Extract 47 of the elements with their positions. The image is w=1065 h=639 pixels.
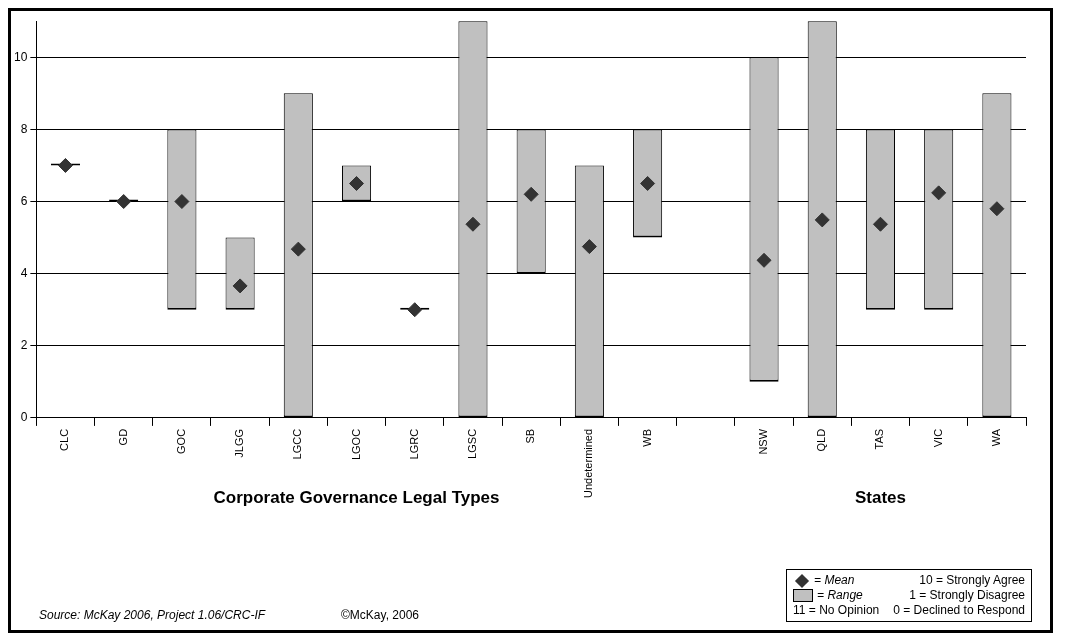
text: 10 = Strongly Agree: [918, 573, 1025, 588]
point: [640, 175, 656, 191]
x-tick-label: TAS: [873, 428, 886, 450]
source-note: Source: McKay 2006, Project 1.06/CRC-IF: [39, 608, 266, 622]
y-tick-label: 8: [20, 121, 28, 136]
x-tick-label: LGOC: [349, 428, 362, 461]
y-tick-label: 4: [20, 265, 28, 280]
point: [523, 186, 539, 202]
x-tick-label: VIC: [931, 428, 944, 448]
text: States: [854, 487, 906, 507]
point: [116, 194, 132, 210]
y-tick-label: 10: [13, 49, 28, 64]
x-tick-label: GD: [116, 428, 129, 446]
x-tick-label: WA: [989, 428, 1002, 447]
point: [465, 216, 481, 232]
x-tick-label: WB: [640, 428, 653, 447]
text: 0 = Declined to Respond: [893, 603, 1025, 618]
point: [407, 302, 423, 318]
point: [931, 185, 947, 201]
y-tick-label: 0: [20, 410, 28, 425]
point: [232, 278, 248, 294]
legend-label: = Range: [817, 588, 863, 602]
point: [581, 239, 597, 255]
point: [756, 252, 772, 268]
y-tick-label: 2: [20, 338, 28, 353]
x-tick-label: NSW: [757, 428, 770, 455]
point: [989, 201, 1005, 217]
x-tick-label: CLC: [58, 428, 71, 451]
point: [872, 216, 888, 232]
x-tick-label: LGRC: [407, 428, 420, 460]
text: Corporate Governance Legal Types: [213, 487, 500, 507]
point: [814, 212, 830, 228]
text: ©McKay, 2006: [341, 608, 419, 622]
x-tick-label: QLD: [815, 428, 828, 452]
x-tick-label: LGCC: [291, 428, 304, 460]
point: [174, 194, 190, 210]
x-tick-label: JLGG: [233, 428, 246, 458]
point: [57, 157, 73, 173]
text: 1 = Strongly Disagree: [908, 588, 1025, 603]
x-tick-label: Undetermined: [582, 428, 595, 498]
y-tick-label: 6: [20, 193, 28, 208]
x-tick-label: LGSC: [465, 428, 478, 459]
x-tick-label: GOC: [174, 428, 187, 454]
x-tick-label: SB: [524, 428, 537, 444]
text: 11 = No Opinion: [793, 603, 880, 618]
point: [290, 241, 306, 257]
legend-label: = Mean: [814, 573, 855, 587]
